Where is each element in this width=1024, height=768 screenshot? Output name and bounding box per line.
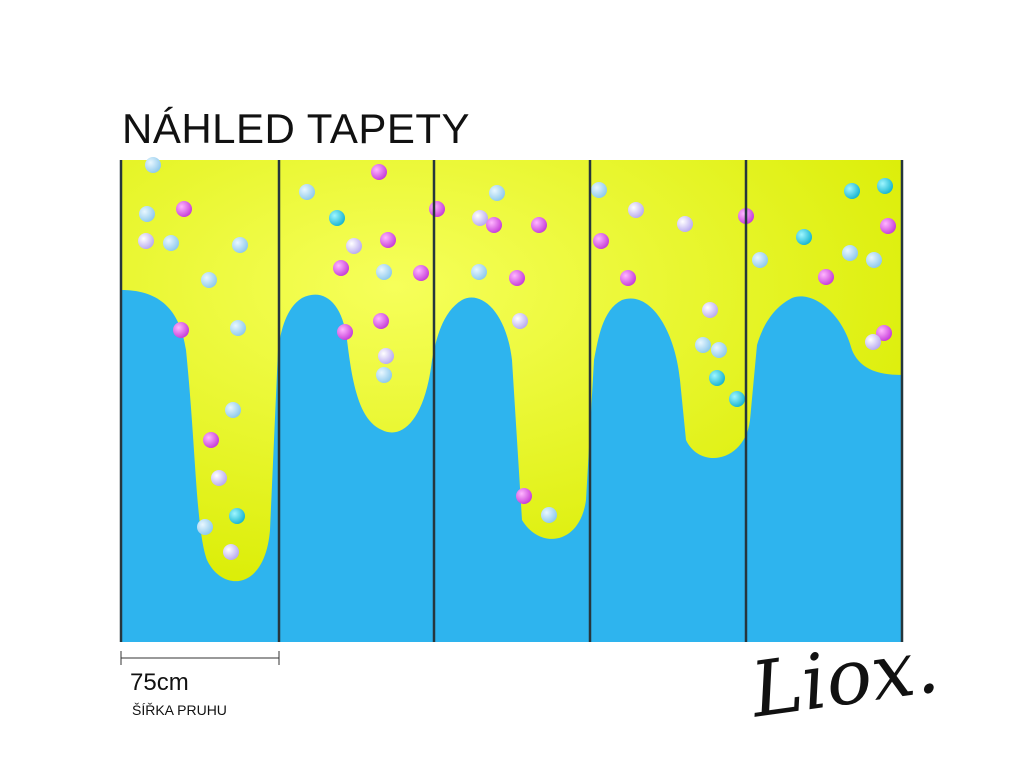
sphere bbox=[223, 544, 239, 560]
sphere bbox=[176, 201, 192, 217]
sphere bbox=[593, 233, 609, 249]
sphere bbox=[702, 302, 718, 318]
sphere bbox=[173, 322, 189, 338]
strip-width-label: ŠÍŘKA PRUHU bbox=[132, 702, 227, 718]
sphere bbox=[203, 432, 219, 448]
sphere bbox=[429, 201, 445, 217]
sphere bbox=[512, 313, 528, 329]
sphere bbox=[471, 264, 487, 280]
sphere bbox=[620, 270, 636, 286]
sphere bbox=[472, 210, 488, 226]
drip bbox=[121, 160, 902, 582]
sphere bbox=[876, 325, 892, 341]
sphere bbox=[380, 232, 396, 248]
sphere bbox=[842, 245, 858, 261]
sphere bbox=[225, 402, 241, 418]
sphere bbox=[373, 313, 389, 329]
sphere bbox=[489, 185, 505, 201]
sphere bbox=[752, 252, 768, 268]
sphere bbox=[211, 470, 227, 486]
sphere bbox=[866, 252, 882, 268]
sphere bbox=[591, 182, 607, 198]
sphere bbox=[677, 216, 693, 232]
sphere bbox=[509, 270, 525, 286]
title: NÁHLED TAPETY bbox=[122, 105, 471, 152]
sphere bbox=[531, 217, 547, 233]
sphere bbox=[197, 519, 213, 535]
sphere bbox=[138, 233, 154, 249]
sphere bbox=[844, 183, 860, 199]
sphere bbox=[695, 337, 711, 353]
sphere bbox=[201, 272, 217, 288]
sphere bbox=[378, 348, 394, 364]
sphere bbox=[711, 342, 727, 358]
sphere bbox=[333, 260, 349, 276]
sphere bbox=[299, 184, 315, 200]
sphere bbox=[337, 324, 353, 340]
sphere bbox=[371, 164, 387, 180]
sphere bbox=[516, 488, 532, 504]
sphere bbox=[229, 508, 245, 524]
sphere bbox=[796, 229, 812, 245]
sphere bbox=[376, 264, 392, 280]
sphere bbox=[709, 370, 725, 386]
sphere bbox=[729, 391, 745, 407]
sphere bbox=[880, 218, 896, 234]
strip-width: 75cm bbox=[130, 669, 189, 696]
sphere bbox=[139, 206, 155, 222]
sphere bbox=[486, 217, 502, 233]
sphere bbox=[163, 235, 179, 251]
sphere bbox=[413, 265, 429, 281]
sphere bbox=[145, 157, 161, 173]
sphere bbox=[818, 269, 834, 285]
sphere bbox=[376, 367, 392, 383]
sphere bbox=[865, 334, 881, 350]
sphere bbox=[877, 178, 893, 194]
sphere bbox=[628, 202, 644, 218]
sphere bbox=[230, 320, 246, 336]
panel-lines bbox=[119, 160, 904, 642]
spheres bbox=[138, 157, 896, 560]
sphere bbox=[329, 210, 345, 226]
sphere bbox=[232, 237, 248, 253]
dimension-line bbox=[120, 651, 280, 665]
sphere bbox=[541, 507, 557, 523]
sphere bbox=[346, 238, 362, 254]
